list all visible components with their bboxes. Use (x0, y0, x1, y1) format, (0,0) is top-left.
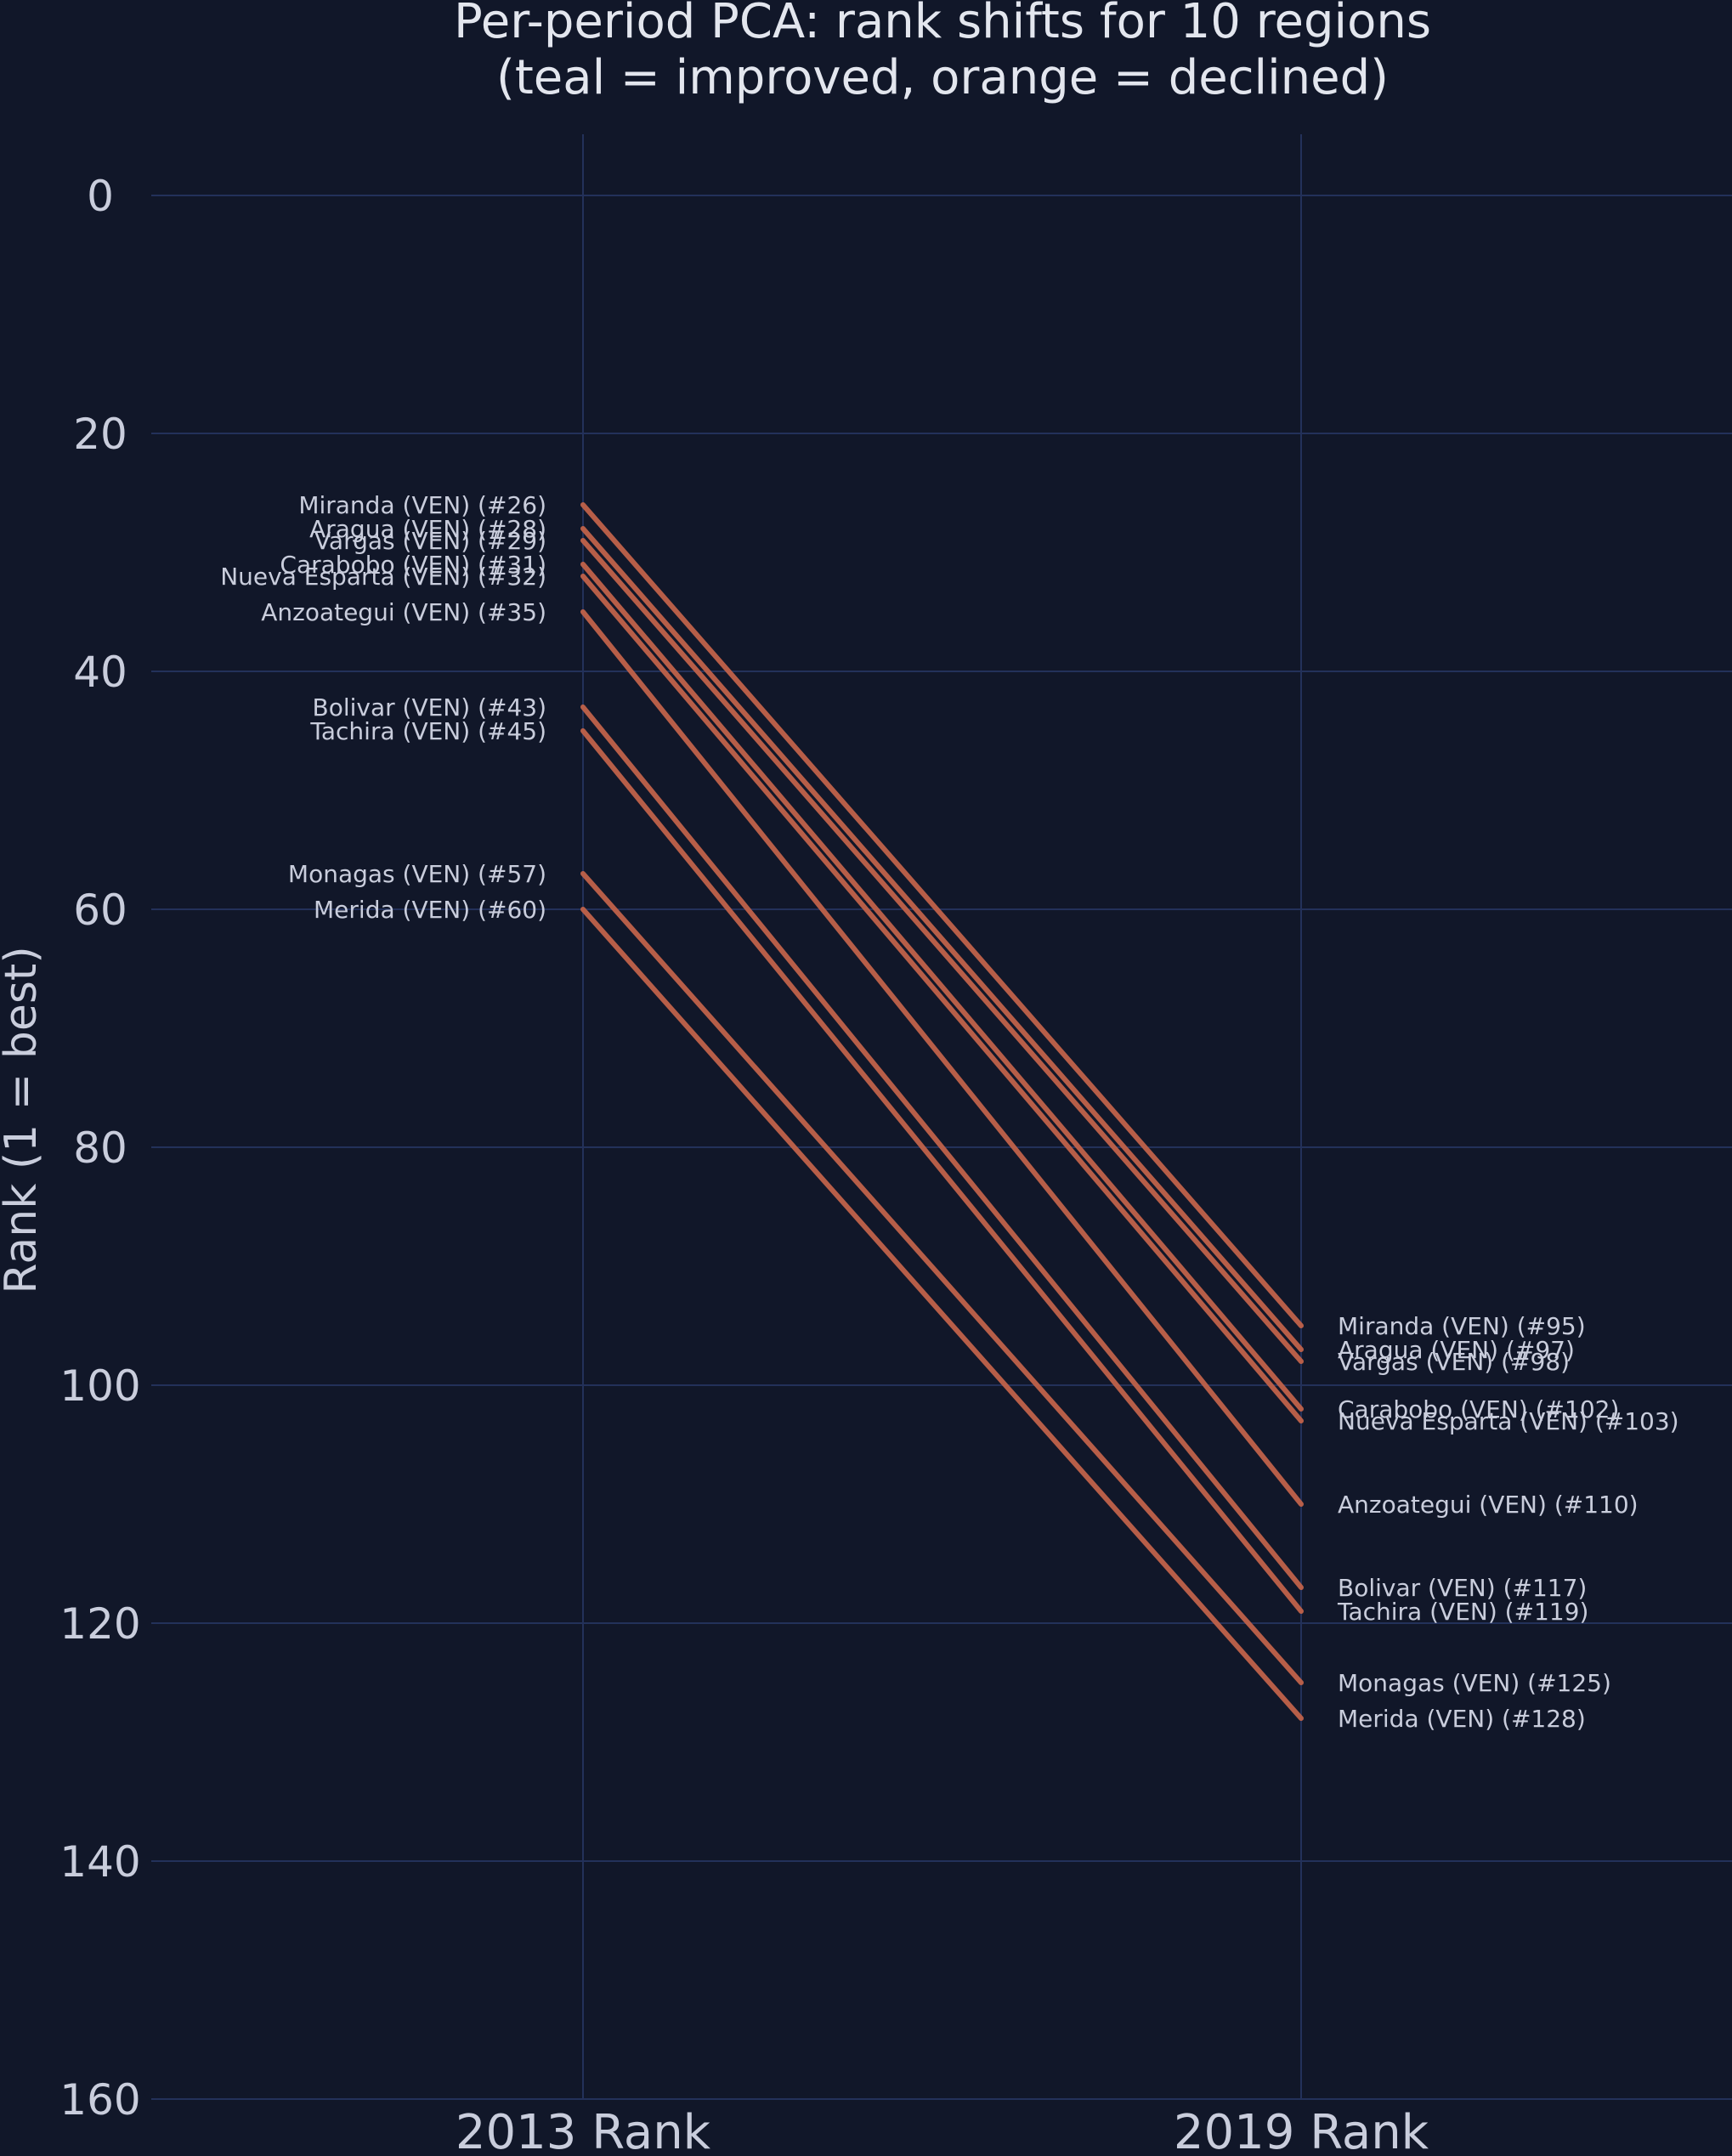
series-lines (580, 502, 1304, 1721)
end-rank-label: Anzoategui (VEN) (#110) (1338, 1491, 1639, 1519)
y-tick-label: 100 (59, 1361, 140, 1411)
x-tick-label: 2019 Rank (1174, 2105, 1429, 2156)
series-line (580, 538, 1304, 1364)
series-line (580, 728, 1304, 1614)
start-rank-label: Aragua (VEN) (#28) (309, 515, 546, 543)
end-rank-label: Carabobo (VEN) (#102) (1338, 1395, 1619, 1423)
start-rank-label: Carabobo (VEN) (#31) (280, 551, 546, 579)
start-rank-label: Miranda (VEN) (#26) (298, 491, 546, 519)
y-tick-label: 120 (59, 1599, 140, 1649)
series-line (580, 502, 1304, 1328)
end-rank-label: Nueva Esparta (VEN) (#103) (1338, 1407, 1679, 1435)
series-line (580, 907, 1304, 1721)
series-line (580, 574, 1304, 1423)
start-rank-label: Vargas (VEN) (#29) (314, 527, 546, 555)
grid (151, 134, 1732, 2100)
start-rank-label: Anzoategui (VEN) (#35) (261, 598, 546, 626)
start-rank-label: Merida (VEN) (#60) (314, 896, 546, 924)
end-rank-label: Bolivar (VEN) (#117) (1338, 1574, 1587, 1602)
y-tick-label: 20 (73, 410, 127, 459)
series-line (580, 705, 1304, 1590)
x-tick-label: 2013 Rank (456, 2105, 711, 2156)
start-rank-label: Bolivar (VEN) (#43) (312, 693, 546, 721)
end-rank-label: Merida (VEN) (#128) (1338, 1705, 1586, 1733)
start-rank-label: Tachira (VEN) (#45) (309, 717, 546, 745)
chart-title-line-1: Per-period PCA: rank shifts for 10 regio… (454, 0, 1431, 49)
end-rank-label: Monagas (VEN) (#125) (1338, 1669, 1611, 1697)
axes: 0 20 40 60 80 100 120 140 160 2013 Rank 2019 Rank (59, 172, 1429, 2156)
y-tick-label: 0 (87, 172, 114, 221)
y-tick-label: 60 (73, 886, 127, 935)
y-tick-label: 40 (73, 648, 127, 697)
point-labels: Miranda (VEN) (#26)Miranda (VEN) (#95)Ar… (220, 491, 1678, 1733)
series-line (580, 562, 1304, 1412)
y-tick-label: 160 (59, 2075, 140, 2125)
chart-title-line-2: (teal = improved, orange = declined) (496, 50, 1389, 105)
end-rank-label: Aragua (VEN) (#97) (1338, 1336, 1575, 1364)
start-rank-label: Nueva Esparta (VEN) (#32) (220, 563, 546, 591)
end-rank-label: Miranda (VEN) (#95) (1338, 1312, 1586, 1340)
start-rank-label: Monagas (VEN) (#57) (288, 860, 546, 888)
series-line (580, 609, 1304, 1507)
y-axis-label: Rank (1 = best) (0, 946, 47, 1293)
series-line (580, 526, 1304, 1352)
end-rank-label: Vargas (VEN) (#98) (1338, 1348, 1570, 1376)
series-line (580, 871, 1304, 1685)
y-tick-label: 140 (59, 1837, 140, 1887)
y-tick-label: 80 (73, 1123, 127, 1173)
end-rank-label: Tachira (VEN) (#119) (1337, 1598, 1588, 1626)
